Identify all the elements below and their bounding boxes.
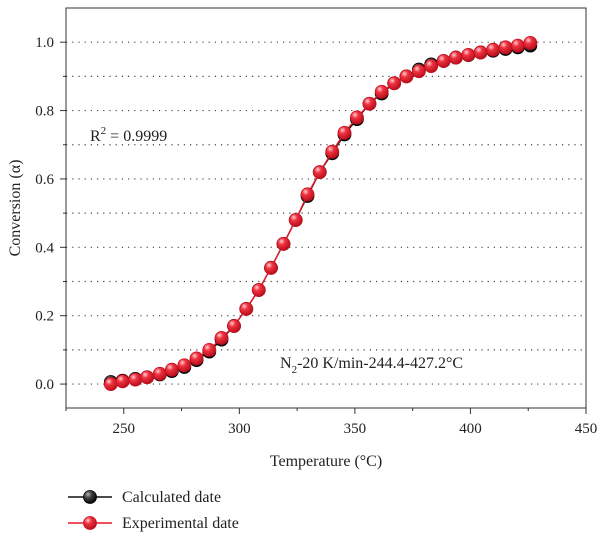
data-point: [103, 377, 118, 391]
data-point: [473, 45, 488, 60]
legend-item-experimental: Experimental date: [68, 515, 239, 532]
data-point: [350, 110, 364, 125]
data-point: [362, 96, 377, 111]
legend-label-experimental: Experimental date: [122, 515, 239, 532]
data-point: [412, 64, 426, 79]
series-calculated-date: [103, 38, 538, 389]
x-tick-label: 400: [459, 421, 482, 437]
data-point: [288, 213, 303, 227]
data-point: [312, 165, 327, 180]
data-point: [486, 42, 500, 57]
y-tick-label: 0.0: [35, 377, 54, 393]
data-point: [276, 236, 291, 251]
legend-item-calculated: Calculated date: [68, 489, 221, 506]
data-point: [374, 84, 389, 99]
data-point: [214, 331, 229, 345]
y-tick-label: 0.4: [35, 240, 54, 256]
data-point: [399, 69, 414, 84]
y-tick-label: 1.0: [35, 35, 54, 51]
y-tick-label: 0.2: [35, 309, 54, 325]
data-point: [177, 358, 192, 373]
data-point: [498, 40, 513, 55]
data-point: [337, 125, 352, 140]
data-point: [164, 362, 179, 377]
data-point: [227, 319, 241, 333]
x-axis-title: Temperature (°C): [270, 453, 382, 470]
data-point: [264, 260, 278, 275]
grid-lines: [66, 41, 586, 385]
data-point: [387, 76, 402, 91]
x-tick-label: 250: [113, 421, 136, 437]
y-tick-label: 0.6: [35, 172, 54, 188]
data-point: [436, 54, 451, 68]
condition-prefix: N: [280, 355, 292, 372]
data-point: [152, 366, 167, 381]
plot-area-frame: [65, 7, 587, 409]
x-tick-label: 450: [575, 421, 598, 437]
data-point: [239, 301, 254, 316]
data-point: [510, 38, 525, 53]
y-tick-label: 0.8: [35, 104, 54, 120]
r-squared-annotation: R2 = 0.9999: [90, 125, 167, 145]
data-point: [523, 35, 538, 50]
data-point: [140, 370, 155, 385]
data-point: [189, 351, 204, 366]
data-point: [448, 50, 463, 65]
series-experimental-date: [103, 35, 538, 391]
x-tick-label: 350: [344, 421, 367, 437]
condition-subscript: 2: [292, 364, 298, 376]
y-axis-title: Conversion (α): [7, 160, 24, 257]
data-point: [300, 187, 315, 202]
data-point: [325, 144, 340, 159]
r-squared-superscript: 2: [101, 125, 107, 137]
series-layer: [103, 35, 538, 391]
data-point: [115, 374, 130, 389]
data-point: [251, 283, 266, 297]
condition-text: -20 K/min-244.4-427.2°C: [297, 355, 463, 372]
data-point: [461, 47, 476, 62]
axis-ticks: 0.0 0.2 0.4 0.6 0.8 1.0 250 300 350 400 450: [35, 35, 597, 437]
data-point: [128, 372, 143, 387]
data-point: [424, 59, 439, 74]
legend: Calculated date Experimental date: [68, 489, 239, 532]
legend-label-calculated: Calculated date: [122, 489, 221, 506]
legend-marker-experimental: [83, 516, 97, 530]
series-line: [110, 44, 531, 383]
r-squared-prefix: R: [90, 128, 101, 145]
x-tick-label: 300: [228, 421, 251, 437]
legend-marker-calculated: [83, 490, 97, 504]
condition-annotation: N2-20 K/min-244.4-427.2°C: [280, 355, 463, 376]
data-point: [202, 342, 217, 357]
r-squared-value: = 0.9999: [106, 128, 167, 145]
